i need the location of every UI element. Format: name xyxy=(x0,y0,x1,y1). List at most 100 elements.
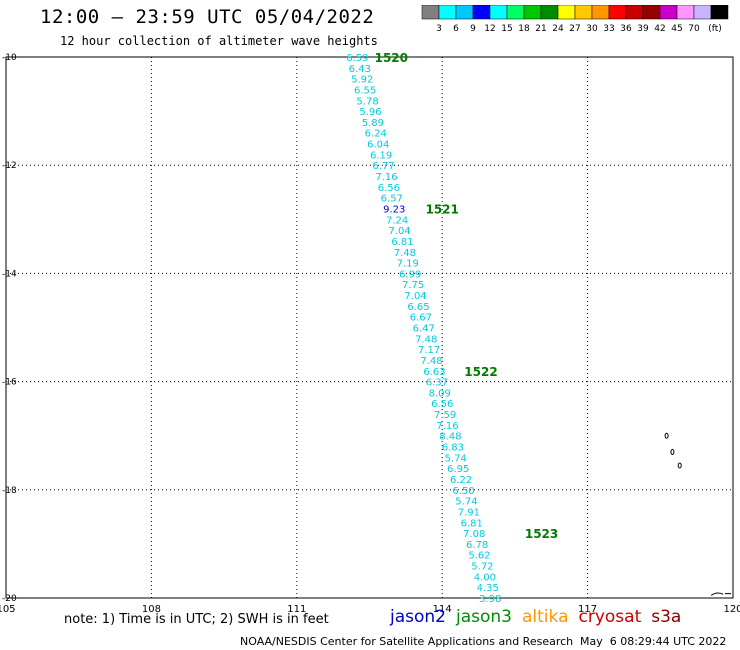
swh-value: 6.24 xyxy=(365,129,387,140)
lat-tick-label: -12 xyxy=(2,161,17,171)
legend-item-cryosat: cryosat xyxy=(578,607,642,627)
map-plot[interactable]: 105 108 111 114 117 120 -10 -12 -14 -16 -18 -20 6.59… xyxy=(0,0,740,612)
swh-value: 6.65 xyxy=(407,302,429,313)
swh-value: 7.48 xyxy=(420,356,442,367)
swh-value: 4.00 xyxy=(474,572,496,583)
lat-tick-label: -14 xyxy=(2,269,17,279)
swh-value: 5.96 xyxy=(359,107,381,118)
page-title: 12:00 — 23:59 UTC 05/04/2022 xyxy=(40,6,375,28)
coastline xyxy=(710,592,731,596)
satellite-legend: jason2 jason3 altika cryosat s3a xyxy=(390,607,691,627)
swh-value: 6.99 xyxy=(399,269,421,280)
legend-item-jason2: jason2 xyxy=(390,607,446,627)
swh-value: 7.04 xyxy=(404,291,426,302)
lat-tick-label: -16 xyxy=(2,378,17,388)
colorbar-label: 3 xyxy=(436,24,442,34)
note-text: note: 1) Time is in UTC; 2) SWH is in fe… xyxy=(64,612,329,627)
swh-value: 6.47 xyxy=(413,324,435,335)
swh-value: 6.95 xyxy=(447,464,469,475)
legend-item-altika: altika xyxy=(522,607,569,627)
swh-value: 6.43 xyxy=(349,64,371,75)
lat-tick-label: -10 xyxy=(2,53,17,63)
colorbar-unit: (ft) xyxy=(708,24,722,34)
swh-value: 7.59 xyxy=(434,410,456,421)
swh-value: 5.74 xyxy=(445,453,467,464)
swh-value: 6.81 xyxy=(391,237,413,248)
swh-value: 5.74 xyxy=(455,497,477,508)
swh-value: 7.16 xyxy=(436,421,458,432)
swh-value: 6.55 xyxy=(354,85,376,96)
swh-value: 7.04 xyxy=(388,226,410,237)
swh-value: 7.75 xyxy=(402,280,424,291)
lat-tick-label: -20 xyxy=(2,594,17,604)
lon-tick-label: 105 xyxy=(0,604,16,612)
swh-value: 6.59 xyxy=(346,53,368,64)
colorbar-swatch xyxy=(710,5,729,20)
swh-value: 6.04 xyxy=(367,140,389,151)
time-label: 1523 xyxy=(525,527,558,541)
colorbar-label: 12 xyxy=(484,24,495,34)
lon-tick-label: 117 xyxy=(578,604,597,612)
swh-value: 7.48 xyxy=(394,248,416,259)
swh-value: 7.08 xyxy=(463,529,485,540)
colorbar: 3 6 9 12 15 18 21 24 27 30 33 36 39 42 45 70 (ft) xyxy=(421,5,729,34)
swh-value: 5.92 xyxy=(351,75,373,86)
swh-value: 6.81 xyxy=(461,518,483,529)
swh-value: 6.50 xyxy=(452,486,474,497)
swh-value: 6.22 xyxy=(450,475,472,486)
colorbar-label: 6 xyxy=(453,24,459,34)
legend-item-s3a: s3a xyxy=(651,607,682,627)
colorbar-label: 45 xyxy=(671,24,682,34)
swh-value: 6.78 xyxy=(466,540,488,551)
island-outline xyxy=(664,432,669,439)
swh-value: 6.57 xyxy=(381,194,403,205)
swh-value: 6.56 xyxy=(378,183,400,194)
swh-value: 6.63 xyxy=(423,367,445,378)
colorbar-label: 42 xyxy=(654,24,665,34)
legend-item-jason3: jason3 xyxy=(456,607,512,627)
swh-value: 8.09 xyxy=(429,388,451,399)
swh-value: 9.23 xyxy=(383,204,405,215)
swh-value: 8.48 xyxy=(439,432,461,443)
colorbar-label: 33 xyxy=(603,24,614,34)
footer-timestamp: May 6 08:29:44 UTC 2022 xyxy=(580,635,727,648)
swh-value: 5.62 xyxy=(468,551,490,562)
swh-value: 7.24 xyxy=(386,215,408,226)
swh-value: 5.72 xyxy=(471,562,493,573)
colorbar-label: 18 xyxy=(518,24,530,34)
swh-value: 6.83 xyxy=(442,443,464,454)
swh-value: 7.19 xyxy=(397,259,419,270)
lon-tick-label: 114 xyxy=(433,604,452,612)
colorbar-label: 27 xyxy=(569,24,580,34)
swh-value: 7.48 xyxy=(415,334,437,345)
island-outline xyxy=(677,462,682,469)
swh-value: 6.19 xyxy=(370,150,392,161)
swh-value: 7.16 xyxy=(375,172,397,183)
lat-tick-label: -18 xyxy=(2,486,17,496)
swh-value: 5.89 xyxy=(362,118,384,129)
map-frame xyxy=(5,56,734,599)
colorbar-label: 39 xyxy=(637,24,649,34)
swh-value: 7.17 xyxy=(418,345,440,356)
swh-value: 7.91 xyxy=(458,507,480,518)
colorbar-label: 30 xyxy=(586,24,598,34)
time-label: 1520 xyxy=(375,51,408,65)
swh-value: 6.56 xyxy=(431,399,453,410)
colorbar-label: 15 xyxy=(501,24,512,34)
colorbar-label: 36 xyxy=(620,24,632,34)
swh-value: 3.98 xyxy=(479,594,501,605)
footer-credit: NOAA/NESDIS Center for Satellite Applica… xyxy=(240,635,574,648)
time-label: 1522 xyxy=(464,365,497,379)
time-label: 1521 xyxy=(425,202,458,216)
swh-value: 6.67 xyxy=(410,313,432,324)
swh-value: 6.77 xyxy=(372,161,394,172)
lon-tick-label: 111 xyxy=(287,604,306,612)
colorbar-label: 70 xyxy=(688,24,700,34)
swh-value: 5.78 xyxy=(356,96,378,107)
colorbar-label: 21 xyxy=(535,24,546,34)
lon-tick-label: 108 xyxy=(142,604,161,612)
colorbar-label: 9 xyxy=(470,24,476,34)
page-subtitle: 12 hour collection of altimeter wave hei… xyxy=(60,34,378,48)
swh-value: 6.37 xyxy=(426,378,448,389)
island-outline xyxy=(670,448,675,455)
